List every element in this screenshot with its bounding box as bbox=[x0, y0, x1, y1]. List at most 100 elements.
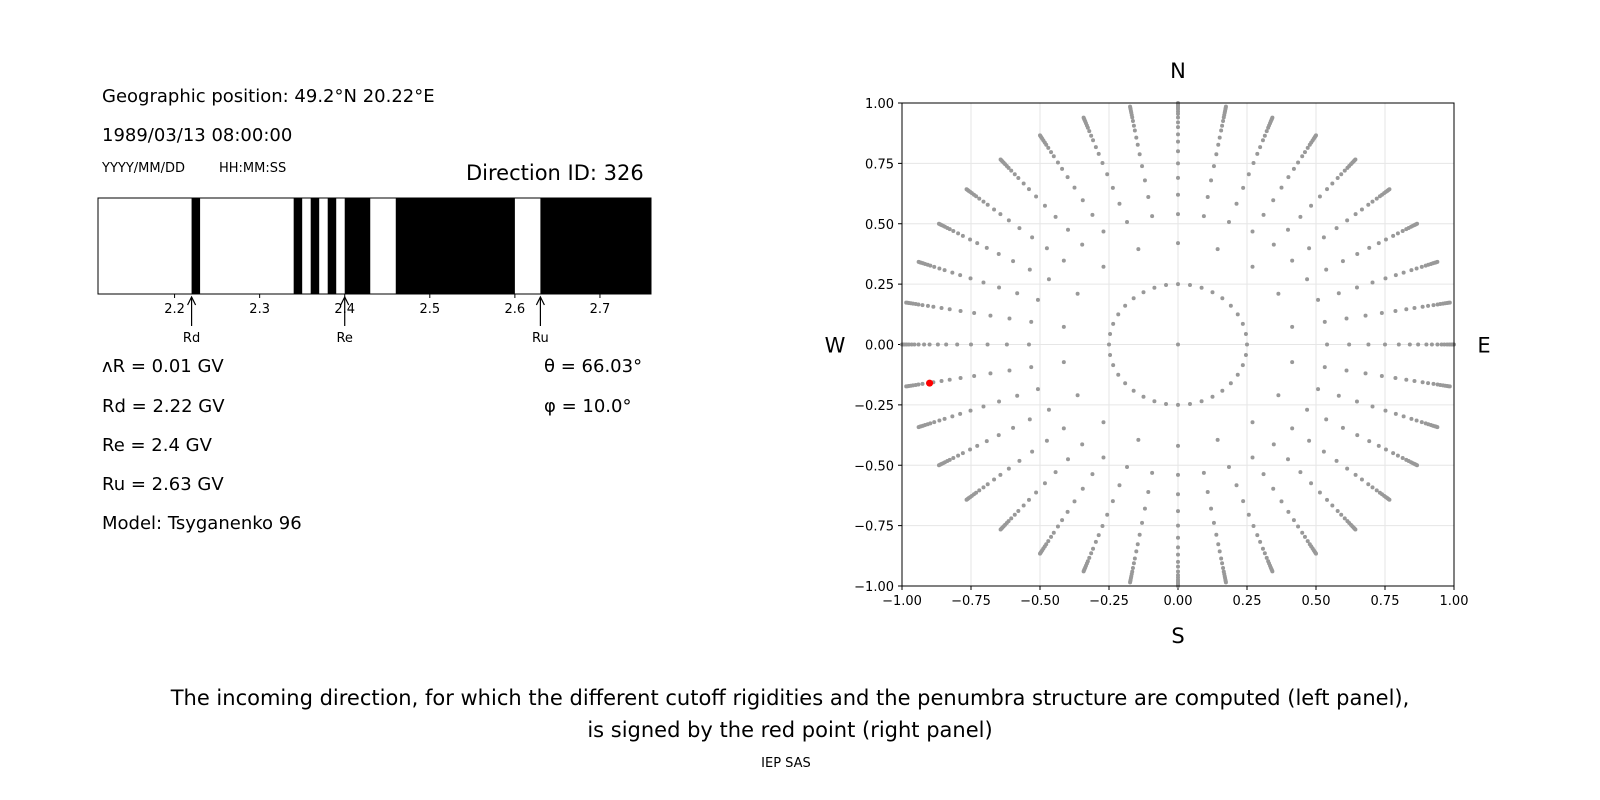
grid-point bbox=[1209, 178, 1214, 183]
grid-point bbox=[1370, 404, 1375, 409]
grid-point bbox=[1026, 342, 1031, 347]
grid-point bbox=[1409, 268, 1414, 273]
grid-point bbox=[997, 399, 1002, 404]
grid-point bbox=[1442, 342, 1447, 347]
grid-point bbox=[1219, 556, 1224, 561]
grid-point bbox=[1021, 181, 1026, 186]
grid-point bbox=[1061, 426, 1066, 431]
grid-point bbox=[1339, 512, 1344, 517]
caption-line-1: The incoming direction, for which the di… bbox=[170, 686, 1410, 710]
grid-point bbox=[1262, 551, 1267, 556]
compass-north: N bbox=[1170, 59, 1186, 83]
grid-point bbox=[956, 231, 961, 236]
grid-point bbox=[1330, 503, 1335, 508]
grid-point bbox=[1075, 291, 1080, 296]
grid-point bbox=[1374, 196, 1379, 201]
grid-point bbox=[1419, 264, 1424, 269]
grid-point bbox=[1130, 566, 1135, 571]
grid-point bbox=[1435, 425, 1440, 430]
grid-point bbox=[1034, 194, 1039, 199]
grid-point bbox=[1132, 556, 1137, 561]
x-tick-label: 1.00 bbox=[1440, 594, 1469, 609]
grid-point bbox=[916, 425, 921, 430]
grid-point bbox=[1217, 549, 1222, 554]
grid-point bbox=[1027, 417, 1032, 422]
grid-point bbox=[1223, 104, 1228, 109]
grid-point bbox=[1240, 321, 1245, 326]
grid-point bbox=[1412, 306, 1417, 311]
penumbra-band bbox=[327, 198, 337, 294]
grid-point bbox=[936, 463, 941, 468]
y-tick-label: −1.00 bbox=[854, 580, 894, 595]
grid-point bbox=[1016, 176, 1021, 181]
grid-point bbox=[1366, 202, 1371, 207]
grid-point bbox=[1353, 472, 1358, 477]
grid-point bbox=[1325, 497, 1330, 502]
grid-point bbox=[1066, 457, 1071, 462]
grid-point bbox=[985, 482, 990, 487]
grid-point bbox=[1006, 218, 1011, 223]
grid-point bbox=[1108, 332, 1113, 337]
grid-point bbox=[1220, 123, 1225, 128]
grid-point bbox=[1228, 303, 1233, 308]
grid-point bbox=[1080, 242, 1085, 247]
grid-point bbox=[1307, 438, 1312, 443]
grid-point bbox=[1347, 342, 1352, 347]
x-tick-label: 2.7 bbox=[590, 302, 611, 317]
grid-point bbox=[1400, 228, 1405, 233]
grid-point bbox=[1176, 192, 1180, 197]
y-tick-label: 0.25 bbox=[865, 278, 894, 293]
grid-point bbox=[992, 207, 997, 212]
grid-point bbox=[1366, 482, 1371, 487]
grid-point bbox=[960, 451, 965, 456]
grid-point bbox=[1255, 533, 1260, 538]
grid-point bbox=[960, 233, 965, 238]
grid-point bbox=[1130, 118, 1135, 123]
grid-point bbox=[1026, 187, 1031, 192]
grid-point bbox=[1046, 145, 1051, 150]
grid-point bbox=[1226, 219, 1231, 224]
grid-point bbox=[1051, 530, 1056, 535]
x-tick-label: 2.5 bbox=[419, 302, 440, 317]
grid-point bbox=[1279, 185, 1284, 190]
grid-point bbox=[1176, 175, 1180, 180]
grid-point bbox=[1090, 472, 1095, 477]
grid-point bbox=[1305, 539, 1310, 544]
grid-point bbox=[981, 485, 986, 490]
grid-point bbox=[931, 304, 936, 309]
x-tick-label: 2.2 bbox=[164, 302, 185, 317]
grid-point bbox=[1176, 559, 1180, 564]
grid-point bbox=[1235, 312, 1240, 317]
grid-point bbox=[1305, 277, 1310, 282]
marker-label-re: Re bbox=[336, 331, 352, 346]
grid-point bbox=[1060, 166, 1065, 171]
grid-point bbox=[1220, 296, 1225, 301]
grid-point bbox=[947, 377, 952, 382]
grid-point bbox=[1034, 490, 1039, 495]
grid-point bbox=[1038, 133, 1042, 138]
grid-point bbox=[1414, 418, 1419, 423]
grid-point bbox=[1407, 342, 1412, 347]
grid-point bbox=[1235, 372, 1240, 377]
grid-point bbox=[1015, 291, 1020, 296]
grid-point bbox=[1261, 212, 1266, 217]
grid-point bbox=[1134, 135, 1139, 140]
grid-point bbox=[1415, 221, 1420, 226]
penumbra-band bbox=[293, 198, 303, 294]
grid-point bbox=[1271, 442, 1276, 447]
grid-point bbox=[1205, 489, 1210, 494]
grid-point bbox=[1387, 187, 1392, 192]
grid-point bbox=[1053, 470, 1058, 475]
grid-point bbox=[1176, 125, 1180, 130]
grid-point bbox=[1291, 518, 1296, 523]
grid-point bbox=[1211, 164, 1216, 169]
grid-point bbox=[977, 488, 982, 493]
grid-point bbox=[1176, 564, 1180, 569]
grid-point bbox=[1340, 259, 1345, 264]
grid-point bbox=[1250, 229, 1255, 234]
grid-point bbox=[1335, 508, 1340, 513]
grid-point bbox=[1290, 324, 1295, 329]
grid-point bbox=[1243, 332, 1248, 337]
grid-point bbox=[1367, 245, 1372, 250]
grid-point bbox=[972, 373, 977, 378]
